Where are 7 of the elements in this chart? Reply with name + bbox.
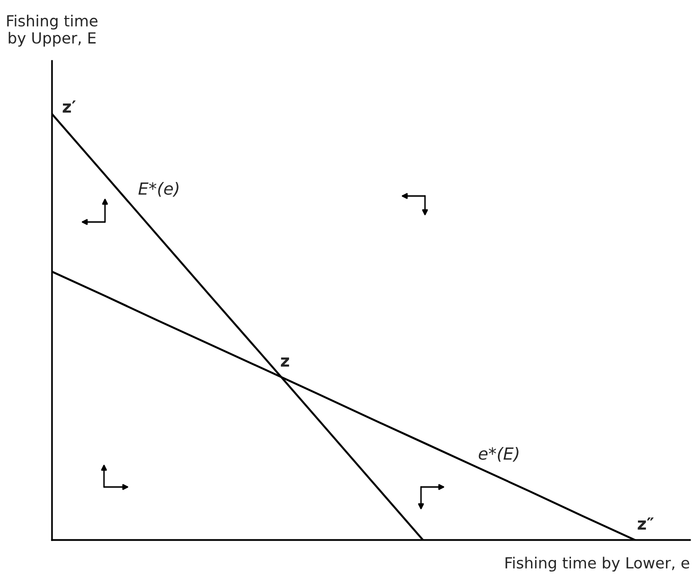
annotation: e*(E): [478, 446, 518, 462]
annotation: z″: [638, 517, 654, 530]
x-axis-title: Fishing time by Lower, e: [506, 556, 690, 572]
annotation: E*(e): [138, 182, 178, 197]
y-axis-title: Fishing time by Upper, E: [7, 14, 98, 47]
text: z′: [62, 100, 76, 113]
annotation: z: [280, 357, 290, 367]
